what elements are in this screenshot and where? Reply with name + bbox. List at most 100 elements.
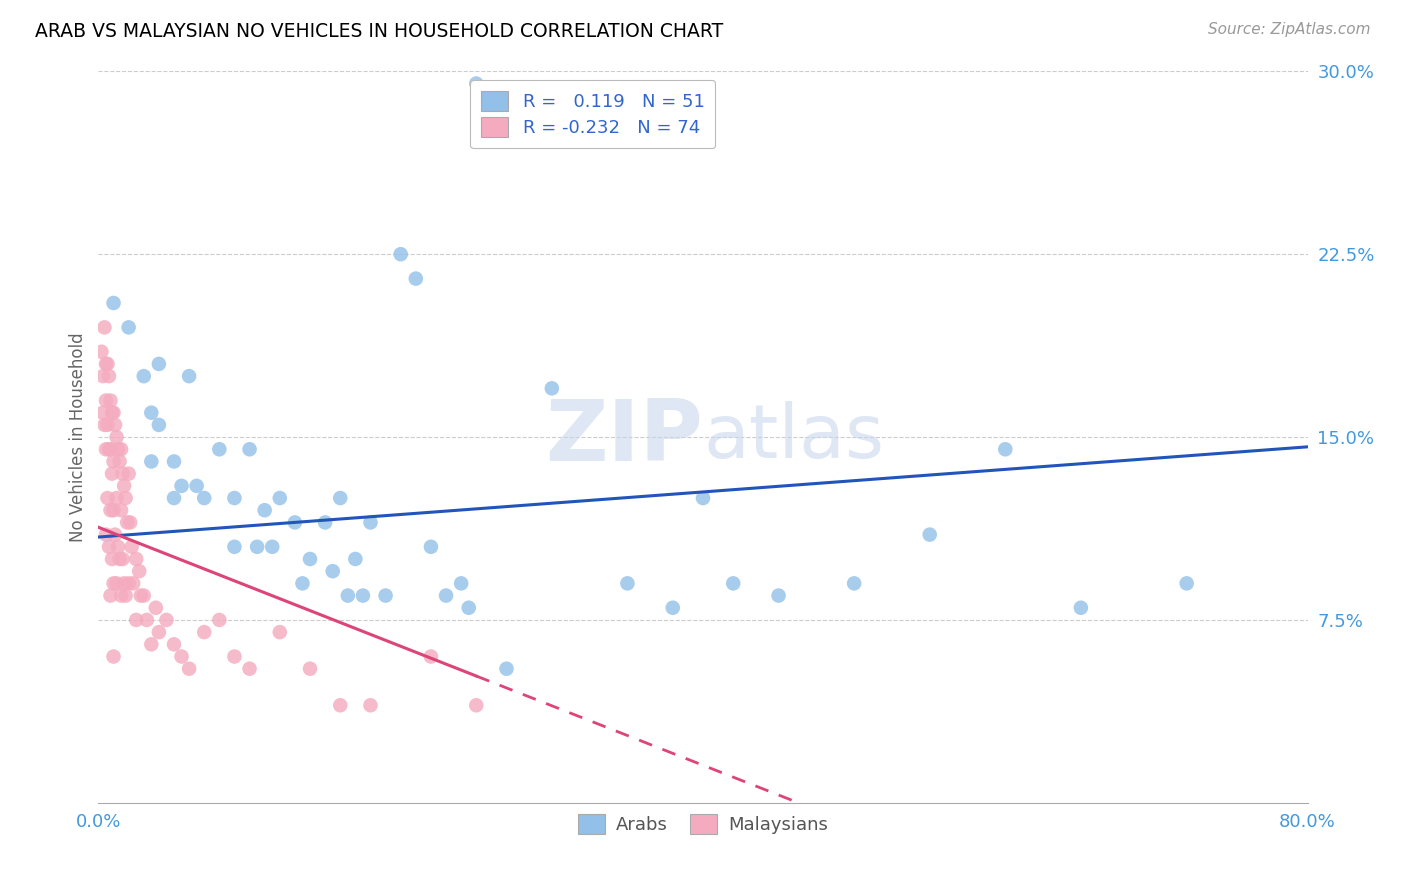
Point: [110, 442, 132, 457]
Point: [193, 625, 215, 640]
Point: [108, 454, 131, 468]
Point: [208, 613, 231, 627]
Point: [450, 576, 472, 591]
Point: [105, 430, 128, 444]
Text: atlas: atlas: [703, 401, 884, 474]
Point: [132, 589, 155, 603]
Point: [329, 698, 352, 713]
Point: [105, 491, 128, 505]
Point: [465, 77, 488, 91]
Point: [148, 357, 170, 371]
Point: [1175, 576, 1198, 591]
Point: [104, 527, 127, 541]
Point: [96, 417, 118, 432]
Point: [122, 576, 145, 591]
Point: [96, 357, 118, 371]
Point: [457, 600, 479, 615]
Point: [224, 649, 246, 664]
Point: [101, 467, 124, 481]
Point: [100, 503, 122, 517]
Point: [93, 417, 115, 432]
Point: [110, 589, 132, 603]
Point: [101, 552, 124, 566]
Point: [103, 503, 125, 517]
Point: [103, 649, 125, 664]
Point: [125, 552, 148, 566]
Y-axis label: No Vehicles in Household: No Vehicles in Household: [69, 332, 87, 542]
Point: [110, 503, 132, 517]
Point: [155, 613, 177, 627]
Point: [103, 454, 125, 468]
Point: [141, 406, 163, 420]
Point: [105, 576, 128, 591]
Point: [239, 442, 262, 457]
Point: [96, 491, 118, 505]
Point: [100, 393, 122, 408]
Point: [114, 589, 136, 603]
Point: [91, 369, 114, 384]
Point: [344, 552, 367, 566]
Point: [768, 589, 790, 603]
Text: ARAB VS MALAYSIAN NO VEHICLES IN HOUSEHOLD CORRELATION CHART: ARAB VS MALAYSIAN NO VEHICLES IN HOUSEHO…: [35, 22, 724, 41]
Point: [360, 516, 382, 530]
Point: [125, 613, 148, 627]
Point: [107, 442, 129, 457]
Point: [179, 662, 201, 676]
Point: [193, 491, 215, 505]
Point: [94, 442, 117, 457]
Point: [111, 467, 134, 481]
Point: [107, 540, 129, 554]
Point: [224, 491, 246, 505]
Point: [329, 491, 352, 505]
Point: [93, 320, 115, 334]
Point: [299, 552, 322, 566]
Point: [98, 540, 121, 554]
Point: [336, 589, 359, 603]
Point: [141, 637, 163, 651]
Point: [90, 344, 112, 359]
Point: [112, 479, 135, 493]
Point: [170, 649, 193, 664]
Point: [360, 698, 382, 713]
Point: [98, 369, 121, 384]
Point: [314, 516, 336, 530]
Point: [284, 516, 307, 530]
Point: [103, 296, 125, 310]
Point: [103, 576, 125, 591]
Point: [120, 516, 142, 530]
Point: [148, 417, 170, 432]
Point: [299, 662, 322, 676]
Point: [540, 381, 562, 395]
Point: [118, 320, 141, 334]
Point: [179, 369, 201, 384]
Text: ZIP: ZIP: [546, 395, 703, 479]
Point: [94, 527, 117, 541]
Point: [103, 406, 125, 420]
Point: [163, 637, 186, 651]
Point: [253, 503, 276, 517]
Point: [115, 516, 138, 530]
Point: [129, 589, 152, 603]
Point: [114, 491, 136, 505]
Point: [844, 576, 866, 591]
Point: [141, 454, 163, 468]
Point: [322, 564, 344, 578]
Point: [352, 589, 374, 603]
Point: [616, 576, 638, 591]
Text: Source: ZipAtlas.com: Source: ZipAtlas.com: [1208, 22, 1371, 37]
Point: [128, 564, 150, 578]
Point: [224, 540, 246, 554]
Point: [269, 625, 291, 640]
Point: [465, 698, 488, 713]
Point: [100, 589, 122, 603]
Point: [420, 540, 443, 554]
Point: [239, 662, 262, 676]
Point: [692, 491, 714, 505]
Point: [170, 479, 193, 493]
Point: [148, 625, 170, 640]
Point: [420, 649, 443, 664]
Point: [723, 576, 745, 591]
Point: [163, 454, 186, 468]
Point: [186, 479, 208, 493]
Point: [104, 417, 127, 432]
